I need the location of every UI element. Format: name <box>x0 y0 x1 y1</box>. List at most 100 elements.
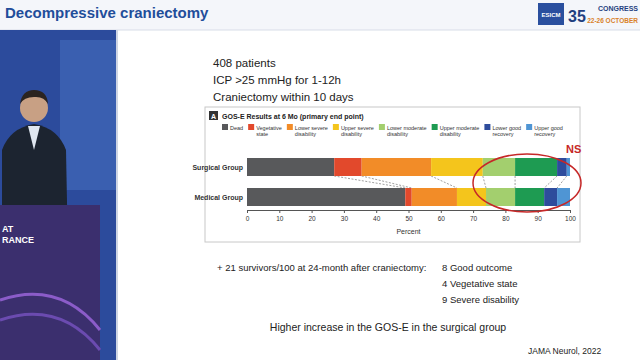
x-tick: 30 <box>341 210 349 222</box>
x-tick: 70 <box>470 210 478 222</box>
tick-label: 40 <box>373 215 381 222</box>
legend-item: Lower moderatedisability <box>379 124 427 137</box>
x-tick: 0 <box>246 210 250 222</box>
speaker-hair <box>20 90 48 104</box>
legend-label: Upper moderatedisability <box>440 125 480 138</box>
legend-label: Upper goodrecovery <box>534 125 563 138</box>
reference-text: JAMA Neurol, 2022 <box>528 346 602 356</box>
logo-text: ESICM <box>541 12 560 18</box>
logo-box <box>538 3 564 25</box>
legend-swatch <box>526 124 532 130</box>
panel-label: A <box>211 113 216 120</box>
bar-segment <box>515 158 557 176</box>
legend-swatch <box>484 124 490 130</box>
connector <box>544 176 557 188</box>
tick-mark <box>409 210 410 213</box>
legend-swatch <box>248 124 254 130</box>
legend-label: Vegetativestate <box>256 125 282 138</box>
tick-mark <box>570 210 571 213</box>
legend-item: Lower goodrecovery <box>484 124 521 137</box>
tick-mark <box>441 210 442 213</box>
bar-segment <box>405 188 411 206</box>
speaker-backdrop <box>60 40 116 190</box>
legend-label: Lower moderatedisability <box>387 125 427 138</box>
chart-title: GOS-E Results at 6 Mo (primary end point… <box>222 113 364 121</box>
bullet-text: Craniectomy within 10 days <box>213 91 354 103</box>
legend-label: Upper severedisability <box>341 125 374 138</box>
legend-swatch <box>432 124 438 130</box>
x-tick: 50 <box>405 210 413 222</box>
tick-label: 80 <box>502 215 510 222</box>
lectern <box>0 205 100 360</box>
tick-label: 10 <box>276 215 284 222</box>
legend-label: Dead <box>230 125 243 131</box>
tick-mark <box>473 210 474 213</box>
tick-mark <box>312 210 313 213</box>
slide-canvas: Decompressive craniectomyESICM35CONGRESS… <box>0 0 640 360</box>
lectern-arc <box>0 294 100 330</box>
legend-item: Dead <box>222 124 243 131</box>
speaker-panel: ATRANCE <box>0 30 116 360</box>
tick-label: 70 <box>470 215 478 222</box>
connector <box>431 176 457 188</box>
connector <box>557 176 567 188</box>
legend-item: Lower severedisability <box>287 124 328 137</box>
bar-segment <box>334 158 361 176</box>
bullet-text: ICP >25 mmHg for 1-12h <box>213 74 341 86</box>
legend-item: Vegetativestate <box>248 124 282 137</box>
banner-text: RANCE <box>2 235 34 245</box>
category-label: Medical Group <box>194 194 243 202</box>
congress-dates: 22-26 OCTOBER <box>587 17 638 24</box>
slide-title: Decompressive craniectomy <box>5 4 209 21</box>
outcome-text: 4 Vegetative state <box>442 278 518 289</box>
connector <box>483 176 486 188</box>
legend-swatch <box>222 124 228 130</box>
x-tick: 80 <box>502 210 510 222</box>
connector <box>515 176 516 188</box>
outcome-text: 9 Severe disability <box>442 294 519 305</box>
x-tick: 20 <box>308 210 316 222</box>
bar-segment <box>557 188 570 206</box>
legend-item: Upper severedisability <box>333 124 374 137</box>
legend-label: Lower goodrecovery <box>492 125 521 138</box>
ns-annotation: NS <box>566 143 581 155</box>
bar-segment <box>431 158 483 176</box>
survivors-text: + 21 survivors/100 at 24-month after cra… <box>217 262 426 273</box>
tick-mark <box>279 210 280 213</box>
chart: A GOS-E Results at 6 Mo (primary end poin… <box>192 107 581 242</box>
x-axis-title: Percent <box>396 228 420 235</box>
highlight-ellipse <box>473 154 581 212</box>
legend-swatch <box>287 124 293 130</box>
congress-label: CONGRESS <box>598 5 638 12</box>
speaker-shirt <box>28 126 40 150</box>
panel-label-box <box>209 111 218 120</box>
connector <box>362 176 412 188</box>
x-tick: 10 <box>276 210 284 222</box>
tick-label: 100 <box>565 215 576 222</box>
bar-segment <box>247 188 405 206</box>
bullet-text: 408 patients <box>213 57 276 69</box>
tick-mark <box>344 210 345 213</box>
tick-label: 0 <box>246 215 250 222</box>
bar-segment <box>567 158 570 176</box>
panel-divider <box>116 30 118 360</box>
tick-label: 30 <box>341 215 349 222</box>
x-tick: 40 <box>373 210 381 222</box>
legend-item: Upper goodrecovery <box>526 124 563 137</box>
x-tick: 100 <box>565 210 576 222</box>
header-band <box>0 0 640 30</box>
conclusion-text: Higher increase in the GOS-E in the surg… <box>270 321 507 333</box>
speaker-background <box>0 30 116 360</box>
bar-segment <box>515 188 544 206</box>
chart-frame <box>205 107 580 242</box>
bar-segment <box>362 158 431 176</box>
plot-area <box>247 158 570 206</box>
legend-swatch <box>379 124 385 130</box>
legend-swatch <box>333 124 339 130</box>
banner-text: AT <box>2 224 14 234</box>
bar-segment <box>483 158 515 176</box>
bar-segment <box>412 188 457 206</box>
tick-mark <box>247 210 248 213</box>
bar-segment <box>247 158 334 176</box>
tick-mark <box>376 210 377 213</box>
